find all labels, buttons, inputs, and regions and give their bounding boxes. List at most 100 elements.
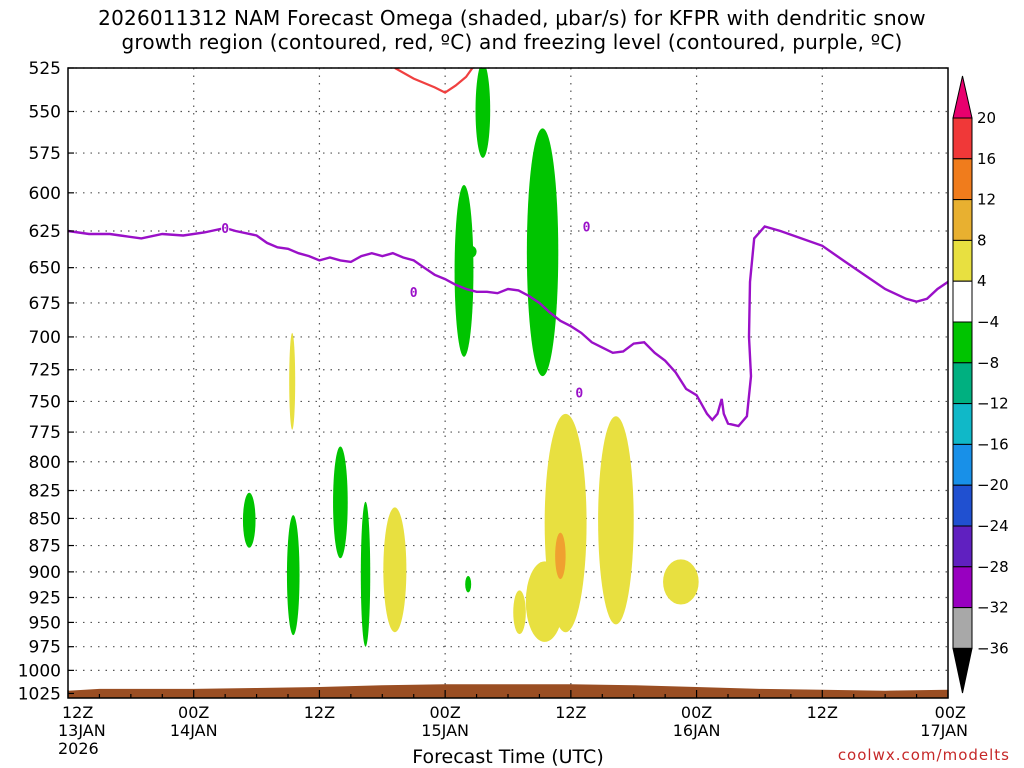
x-axis-title: Forecast Time (UTC) [412,746,603,768]
x-tick-label-year: 2026 [58,739,99,758]
y-axis: 525 550 575 600 625 650 675 700 725 750 775 800 825 8… [18,59,74,704]
y-tick-label: 675 [29,294,61,314]
y-tick-label: 700 [29,328,61,348]
contours: 0 0 0 0 [68,68,948,428]
x-tick-label-time: 12Z [304,703,335,722]
x-tick-label-date: 15JAN [421,721,469,740]
colorbar-label: 12 [977,191,996,209]
contour-label-bg [221,220,230,234]
freezing-level-label: 0 [575,387,583,402]
y-tick-label: 800 [29,453,61,473]
colorbar-swatch [952,158,973,201]
omega-shade-region [513,590,526,635]
omega-shade-region [383,507,407,633]
contour-label-bg [582,219,591,233]
x-tick-label-time: 00Z [935,703,966,722]
omega-shade-region [598,416,634,625]
colorbar-swatch [952,199,973,241]
y-tick-label: 625 [29,222,61,242]
x-tick-label-time: 12Z [807,703,838,722]
colorbar-swatch [952,525,973,568]
y-tick-label: 1000 [18,661,61,681]
y-tick-label: 775 [29,423,61,443]
colorbar-label: −24 [977,517,1009,535]
y-tick-label: 850 [29,509,61,529]
colorbar: 20 16 12 8 4 −4 −8 −12 −16 −20 −24 −28 −32 −36 [952,75,1009,694]
colorbar-label: 20 [977,109,996,127]
colorbar-label: 8 [977,231,987,249]
x-tick-label-time: 00Z [178,703,209,722]
x-tick-label-time: 12Z [555,703,586,722]
colorbar-swatch [952,362,973,405]
y-tick-label: 750 [29,392,61,412]
y-tick-label: 650 [29,259,61,279]
colorbar-swatch [952,566,973,609]
colorbar-label: −12 [977,395,1009,413]
colorbar-swatch [952,280,973,323]
credit-text: coolwx.com/modelts [838,746,1010,764]
y-tick-label: 1025 [18,684,61,704]
x-tick-label-date: 17JAN [920,721,968,740]
colorbar-label: −28 [977,558,1009,576]
colorbar-label: −16 [977,435,1009,453]
omega-shade-region [286,515,300,636]
colorbar-swatch [952,321,973,364]
colorbar-label: −8 [977,354,999,372]
omega-shade-region [663,559,699,605]
x-tick-label-time: 00Z [429,703,460,722]
contour-label-bg [575,385,584,399]
colorbar-swatch [952,117,973,160]
omega-shade-region [466,245,477,258]
omega-shade-region [289,332,296,430]
colorbar-swatch [952,607,973,649]
colorbar-swatch [952,443,973,486]
omega-shade-region [242,492,256,548]
colorbar-swatch [952,403,973,445]
y-tick-label: 600 [29,184,61,204]
omega-shade-region [526,128,559,377]
x-tick-label-date: 16JAN [673,721,721,740]
y-tick-label: 725 [29,361,61,381]
x-tick-label-date: 14JAN [170,721,218,740]
freezing-level-label: 0 [583,220,591,235]
y-tick-label: 550 [29,102,61,122]
chart-title-line1: 2026011312 NAM Forecast Omega (shaded, μ… [98,6,926,30]
x-tick-label-time: 12Z [62,703,93,722]
contour-label-bg [409,284,418,298]
x-tick-label-time: 00Z [681,703,712,722]
y-tick-label: 925 [29,588,61,608]
freezing-level-label: 0 [410,286,418,301]
omega-shade-region [360,501,371,647]
y-tick-label: 825 [29,482,61,502]
y-tick-label: 975 [29,638,61,658]
colorbar-label: −20 [977,476,1009,494]
freezing-level-label: 0 [221,222,229,237]
colorbar-top-extension [952,75,973,119]
chart-title-line2: growth region (contoured, red, ºC) and f… [121,30,903,54]
colorbar-swatch [952,484,973,527]
colorbar-label: 16 [977,150,996,168]
omega-shade-region [454,185,474,357]
colorbar-swatch [952,239,973,282]
omega-shade-region [465,576,472,593]
dendritic-growth-contour [394,68,474,94]
y-tick-label: 575 [29,144,61,164]
omega-shade-region [544,413,587,633]
plot-area [68,68,948,698]
freezing-level-contour [68,225,948,428]
omega-shade-region [475,68,491,158]
colorbar-label: 4 [977,272,987,290]
colorbar-label: −4 [977,313,999,331]
y-tick-label: 525 [29,59,61,79]
y-tick-label: 875 [29,537,61,557]
x-tick-label-date: 13JAN [58,721,106,740]
colorbar-bottom-extension [952,647,973,694]
colorbar-label: −36 [977,639,1009,657]
y-tick-label: 900 [29,563,61,583]
omega-shade-region [333,446,348,559]
omega-shade-region [555,532,566,580]
colorbar-label: −32 [977,599,1009,617]
y-tick-label: 950 [29,613,61,633]
